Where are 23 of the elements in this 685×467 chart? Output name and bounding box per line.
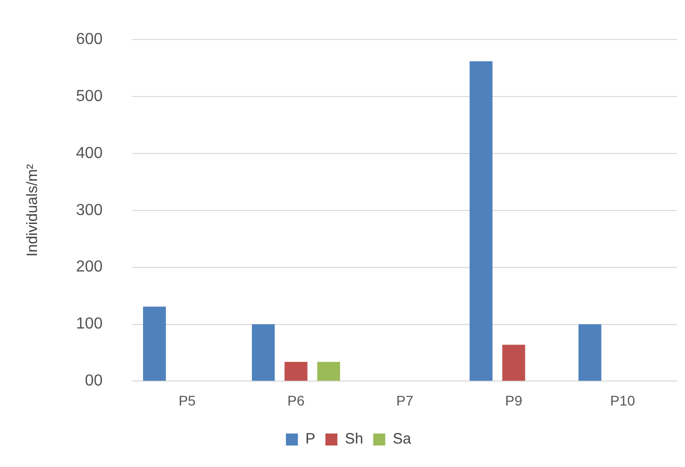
legend-label: P xyxy=(305,430,316,448)
legend-label: Sh xyxy=(344,430,364,448)
y-tick-label: 500 xyxy=(76,88,103,105)
x-tick-label: P9 xyxy=(505,392,522,408)
y-tick-label: 400 xyxy=(76,144,103,162)
y-tick-label: 600 xyxy=(76,31,103,48)
x-tick-label: P7 xyxy=(396,392,414,408)
bar xyxy=(470,61,492,381)
bar xyxy=(502,344,526,381)
bar xyxy=(143,306,166,381)
bar xyxy=(578,324,602,381)
bar xyxy=(284,362,308,381)
x-tick-label: P10 xyxy=(610,392,636,408)
y-tick-label: 200 xyxy=(76,258,103,276)
y-tick-label: 300 xyxy=(76,202,103,219)
legend-label: Sa xyxy=(392,430,412,448)
y-tick-label: 100 xyxy=(76,316,103,333)
y-axis-title: Individuals/m² xyxy=(24,164,42,257)
bar xyxy=(252,324,275,381)
x-tick-label: P5 xyxy=(178,392,196,408)
y-tick-label: 00 xyxy=(84,372,103,390)
bar xyxy=(317,362,340,381)
x-tick-label: P6 xyxy=(287,392,305,408)
